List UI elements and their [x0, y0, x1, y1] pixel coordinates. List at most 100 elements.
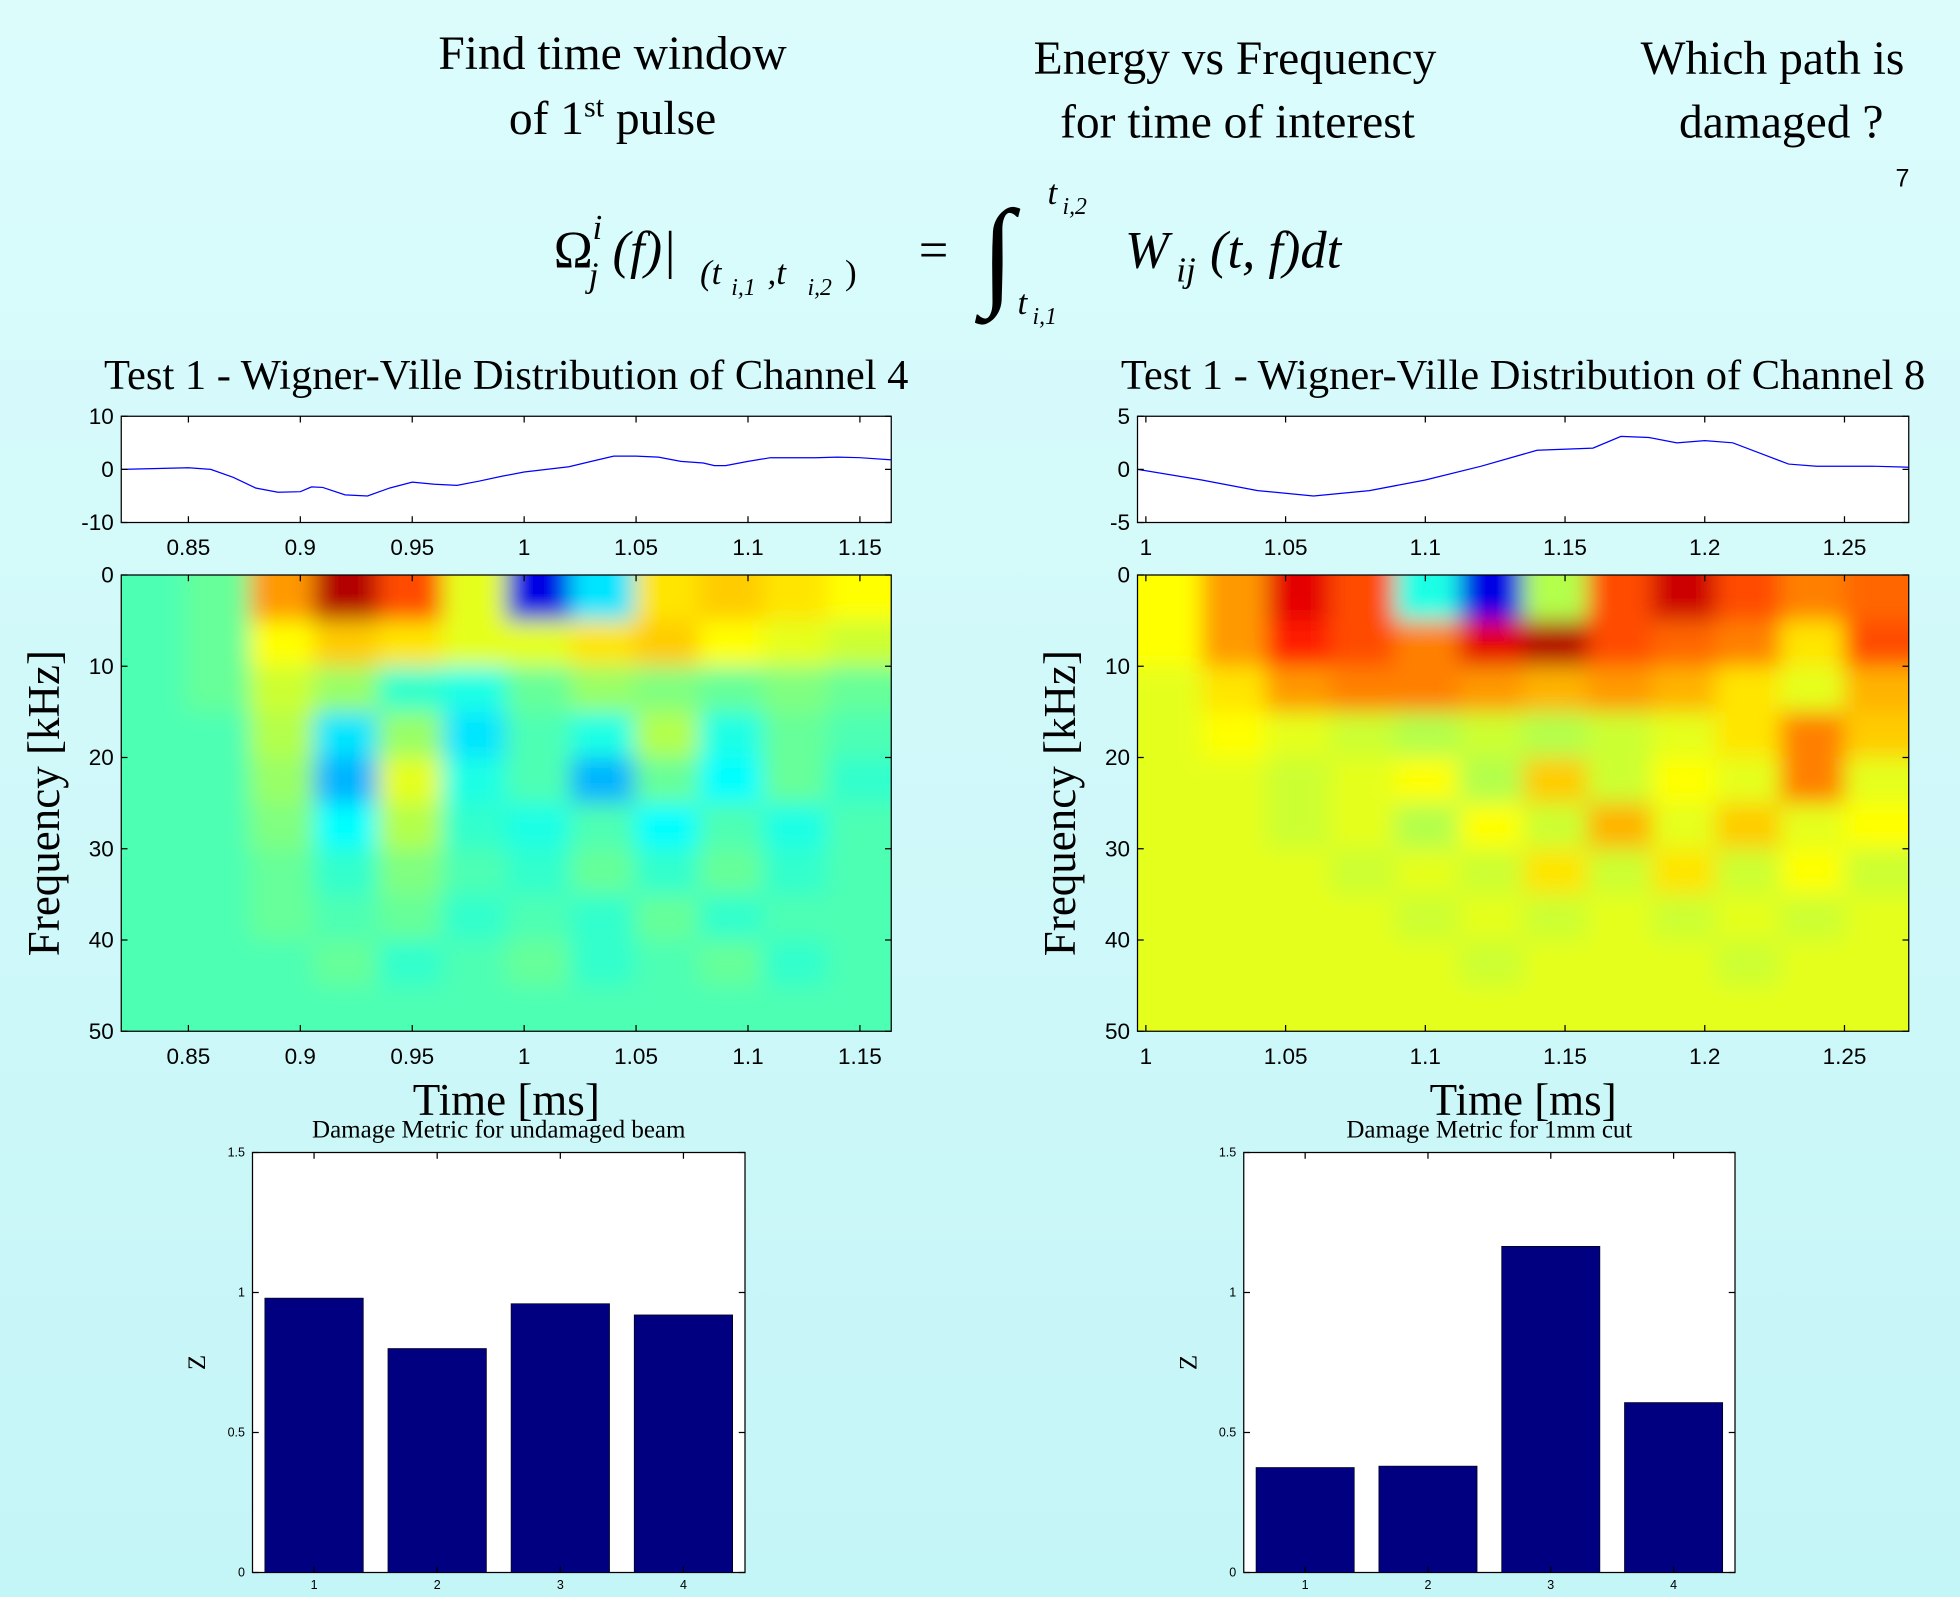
heatmap-cell: [827, 575, 892, 622]
heatmap-cell: [762, 894, 828, 941]
heatmap-cell: [1137, 894, 1203, 941]
heatmap-cell: [1201, 848, 1267, 895]
heatmap-cell: [634, 940, 700, 987]
heatmap-cell: [1780, 575, 1846, 622]
heatmap-cell: [1201, 803, 1267, 850]
x-tick-label: 3: [1547, 1578, 1554, 1592]
heatmap-cell: [827, 620, 892, 667]
formula-limit: t: [1048, 173, 1059, 212]
heatmap-cell: [1844, 666, 1909, 713]
heatmap-cell: [1201, 985, 1267, 1032]
x-tick-label: 0.85: [167, 1044, 211, 1069]
heatmap-cell: [442, 940, 507, 987]
heatmap-cell: [1458, 757, 1524, 804]
heatmap-cell: [1137, 985, 1203, 1032]
heatmap-cell: [1137, 940, 1203, 987]
heatmap-cell: [1844, 757, 1909, 804]
heatmap-cell: [249, 711, 315, 759]
heatmap-cell: [1330, 985, 1396, 1032]
x-tick-label: 1.2: [1689, 1044, 1720, 1069]
y-axis-label: Z: [1175, 1355, 1202, 1370]
heading-line: damaged ?: [1679, 97, 1883, 149]
heatmap-cell: [313, 666, 379, 713]
heatmap-cell: [1651, 940, 1717, 987]
formula-subscript: ,t: [768, 253, 788, 292]
heatmap-cell: [698, 894, 764, 941]
heatmap-cell: [1137, 666, 1203, 713]
heatmap-cell: [1330, 575, 1396, 622]
heatmap-cell: [1201, 575, 1267, 622]
plot-frame: [1136, 415, 1910, 524]
heatmap-cell: [1844, 620, 1909, 667]
y-tick-label: 5: [1117, 404, 1130, 429]
heatmap-cell: [1266, 757, 1331, 804]
heatmap-cell: [1844, 575, 1909, 622]
heatmap-cell: [1266, 940, 1331, 987]
x-tick-label: 0.85: [167, 535, 211, 560]
heatmap-cell: [1201, 757, 1267, 804]
heatmap-cell: [1715, 894, 1781, 941]
heatmap-cell: [698, 848, 764, 895]
heatmap-cell: [185, 620, 251, 667]
heatmap-cell: [1330, 894, 1396, 941]
heatmap-cell: [249, 620, 315, 667]
heatmap-cell: [1137, 620, 1203, 667]
heatmap-cell: [1651, 894, 1717, 941]
heatmap-cell: [1394, 575, 1460, 622]
x-tick-label: 1.15: [1543, 1044, 1587, 1069]
y-axis-label: Z: [184, 1355, 211, 1370]
heatmap-cell: [1330, 940, 1396, 987]
heatmap-cell: [1715, 575, 1781, 622]
heatmap-cell: [1137, 711, 1203, 759]
heatmap-cell: [1844, 848, 1909, 895]
heatmap-cell: [762, 848, 828, 895]
heatmap-cell: [185, 894, 251, 941]
heatmap-cell: [1587, 985, 1653, 1032]
heatmap-cell: [1523, 940, 1589, 987]
chart: Test 1 - Wigner-Ville Distribution of Ch…: [1110, 352, 1925, 560]
heatmap-cell: [1587, 940, 1653, 987]
x-tick-label: 1.1: [1410, 1044, 1441, 1069]
x-tick-label: 1.15: [838, 1044, 882, 1069]
heatmap-cell: [762, 940, 828, 987]
heatmap-cell: [1266, 848, 1331, 895]
heatmap-cell: [313, 575, 379, 622]
heatmap-cell: [1587, 575, 1653, 622]
heatmap-cell: [185, 985, 251, 1032]
heatmap-cell: [634, 620, 700, 667]
heatmap-cell: [1394, 620, 1460, 667]
heatmap-cell: [1780, 620, 1846, 667]
bar: [510, 1303, 610, 1573]
heatmap-cell: [634, 575, 700, 622]
heatmap-cell: [570, 894, 636, 941]
heatmap-cell: [1587, 666, 1653, 713]
bar: [1624, 1402, 1724, 1573]
heatmap-cell: [634, 666, 700, 713]
heatmap-cell: [1780, 803, 1846, 850]
heatmap-cell: [1715, 985, 1781, 1032]
heatmap-cell: [1715, 940, 1781, 987]
formula-symbol: (t, f)dt: [1210, 222, 1343, 280]
heatmap-cell: [1394, 848, 1460, 895]
heatmap-cell: [1715, 666, 1781, 713]
x-tick-label: 2: [434, 1578, 441, 1592]
heatmap-cell: [827, 666, 892, 713]
heatmap-cell: [570, 575, 636, 622]
chart: 0 10 20 30 40 50 1 1.05 1.1 1.15 1.2 1.25 Time [ms] F…: [1035, 563, 1910, 1125]
heatmap-cell: [1458, 575, 1524, 622]
y-tick-label: 1: [1229, 1286, 1236, 1300]
heatmap-cell: [121, 575, 187, 622]
y-tick-label: 0.5: [228, 1426, 245, 1440]
heatmap-cell: [249, 757, 315, 804]
signal-line: [1137, 435, 1909, 497]
heatmap-cell: [570, 940, 636, 987]
heatmap-cell: [1201, 620, 1267, 667]
heatmap-cell: [1137, 848, 1203, 895]
x-tick-label: 2: [1424, 1578, 1431, 1592]
y-tick-label: 0: [101, 457, 114, 482]
heatmap-cell: [506, 666, 572, 713]
y-tick-label: 30: [1105, 836, 1130, 861]
heatmap-cell: [506, 757, 572, 804]
heatmap-cell: [698, 575, 764, 622]
formula-subscript: ): [845, 253, 857, 292]
